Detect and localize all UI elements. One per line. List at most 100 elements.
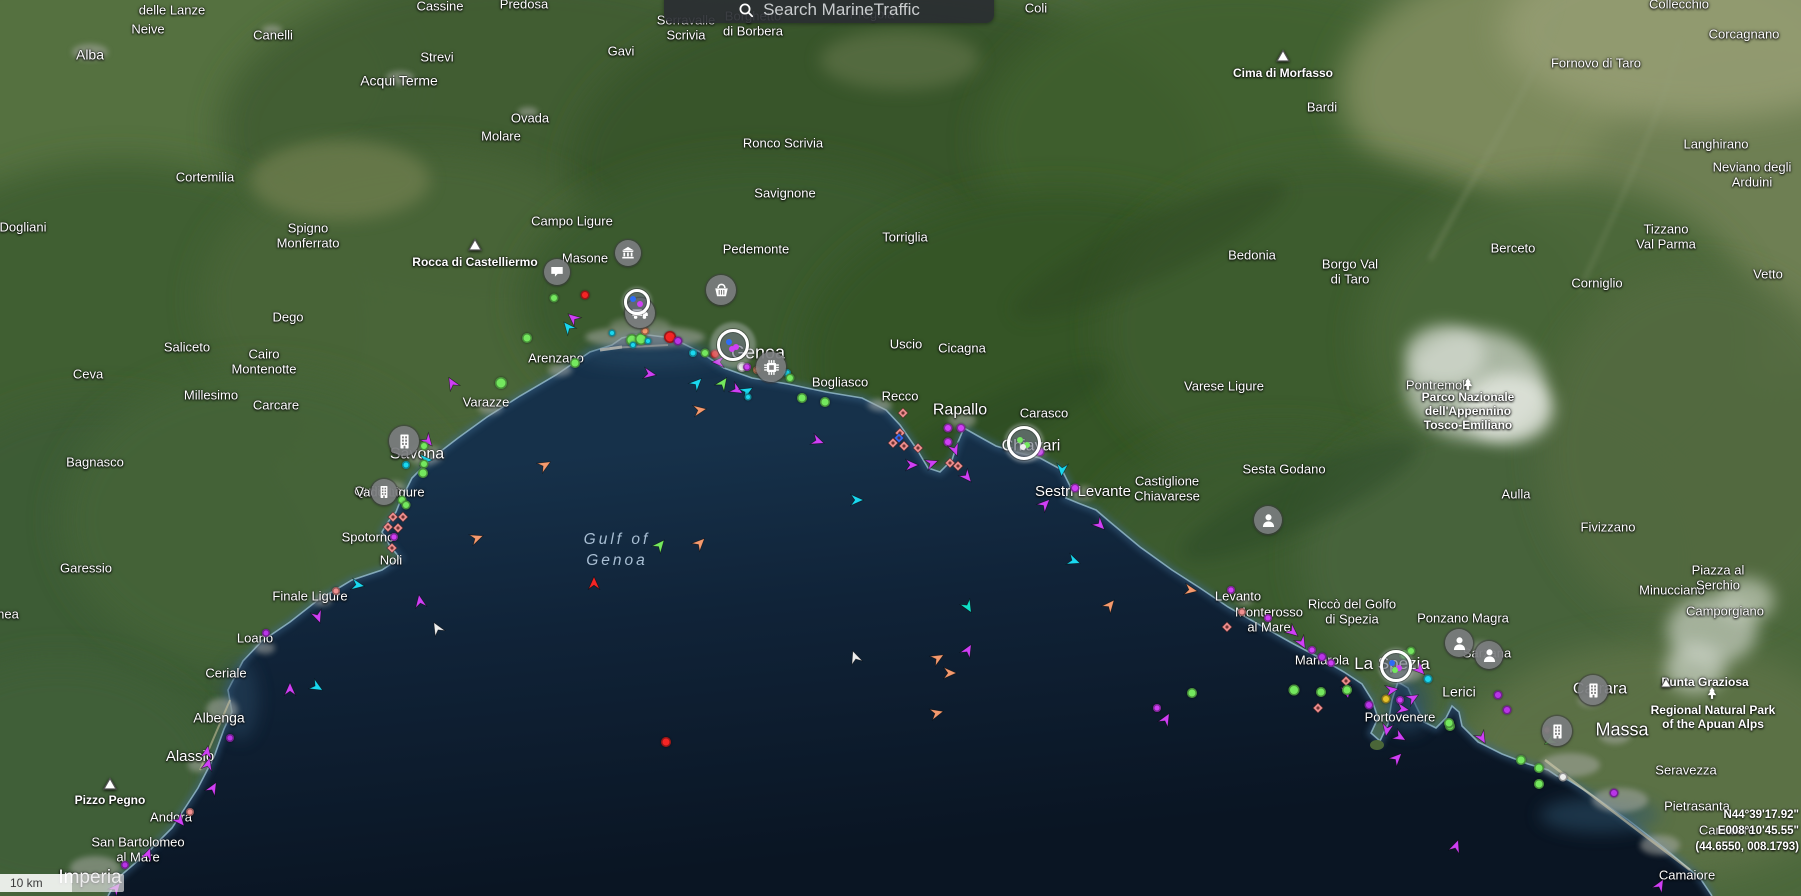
- vessel-dot-purple[interactable]: [1317, 652, 1327, 662]
- vessel-diamond-pink[interactable]: [887, 437, 900, 450]
- vessel-arrow-magenta[interactable]: [203, 781, 220, 798]
- vessel-dot-cyan[interactable]: [644, 337, 652, 345]
- vessel-arrow-magenta[interactable]: [413, 593, 428, 610]
- vessel-dot-red[interactable]: [661, 737, 671, 747]
- vessel-arrow-magenta[interactable]: [1383, 683, 1400, 698]
- vessel-diamond-pink[interactable]: [392, 522, 405, 535]
- vessel-dot-cyan[interactable]: [783, 369, 791, 377]
- vessel-dot-purple[interactable]: [121, 861, 129, 869]
- vessel-dot-magenta[interactable]: [943, 437, 953, 447]
- vessel-dot-green[interactable]: [1187, 688, 1197, 698]
- vessel-dot-purple[interactable]: [226, 734, 234, 742]
- vessel-arrow-magenta[interactable]: [1283, 622, 1300, 639]
- chat-icon[interactable]: [544, 259, 570, 285]
- vessel-arrow-magenta[interactable]: [1403, 691, 1420, 708]
- basket-icon[interactable]: [706, 275, 736, 305]
- vessel-dot-green[interactable]: [418, 468, 428, 478]
- vessel-dot-green[interactable]: [1534, 779, 1544, 789]
- building-icon[interactable]: [1578, 675, 1608, 705]
- vessel-dot-red[interactable]: [710, 349, 720, 359]
- vessel-arrow-cyan[interactable]: [1055, 462, 1070, 478]
- vessel-diamond-pink[interactable]: [1312, 702, 1325, 715]
- vessel-dot-green[interactable]: [1288, 684, 1300, 696]
- vessel-dot-purple[interactable]: [262, 629, 270, 637]
- vessel-dot-green[interactable]: [401, 500, 411, 510]
- person-icon[interactable]: [1475, 641, 1503, 669]
- vessel-arrow-cyan[interactable]: [1065, 552, 1081, 568]
- vessel-dot-purple[interactable]: [1364, 700, 1374, 710]
- vessel-dot-magenta[interactable]: [1396, 696, 1404, 704]
- vessel-diamond-pink[interactable]: [1340, 675, 1353, 688]
- vessel-dot-purple[interactable]: [1493, 690, 1503, 700]
- vessel-arrow-magenta[interactable]: [170, 811, 187, 828]
- vessel-arrow-salmon[interactable]: [535, 458, 552, 475]
- vessel-arrow-magenta[interactable]: [139, 847, 155, 863]
- vessel-dot-magenta[interactable]: [1227, 586, 1235, 594]
- vessel-arrow-magenta[interactable]: [1650, 878, 1667, 895]
- vessel-cluster[interactable]: [1007, 426, 1041, 460]
- vessel-arrow-salmon[interactable]: [468, 531, 484, 547]
- vessel-diamond-pink[interactable]: [912, 442, 925, 455]
- vessel-diamond-pink[interactable]: [944, 457, 957, 470]
- vessel-arrow-salmon[interactable]: [690, 536, 707, 553]
- vessel-arrow-magenta[interactable]: [905, 458, 919, 472]
- vessel-dot-cyan[interactable]: [629, 341, 637, 349]
- chip-icon[interactable]: [756, 352, 786, 382]
- vessel-dot-green[interactable]: [785, 373, 795, 383]
- vessel-diamond-pink[interactable]: [898, 440, 911, 453]
- vessel-arrow-magenta[interactable]: [923, 456, 939, 472]
- vessel-dot-pink[interactable]: [332, 587, 340, 595]
- vessel-cluster[interactable]: [717, 329, 749, 361]
- vessel-dot-cyan[interactable]: [689, 349, 697, 357]
- vessel-arrow-magenta[interactable]: [309, 608, 325, 624]
- vessel-dot-pink[interactable]: [186, 808, 194, 816]
- vessel-dot-green[interactable]: [1406, 646, 1416, 656]
- vessel-dot-green[interactable]: [419, 441, 429, 451]
- vessel-dot-cyan[interactable]: [402, 461, 410, 469]
- building-icon[interactable]: [371, 479, 397, 505]
- vessel-dot-green[interactable]: [1316, 687, 1326, 697]
- vessel-dot-magenta[interactable]: [390, 533, 398, 541]
- vessel-arrow-white[interactable]: [848, 650, 864, 666]
- vessel-dot-red[interactable]: [664, 331, 676, 343]
- vessel-diamond-pink[interactable]: [382, 521, 395, 534]
- person-icon[interactable]: [1445, 629, 1473, 657]
- vessel-dot-green[interactable]: [1534, 763, 1544, 773]
- vessel-arrow-teal[interactable]: [958, 597, 975, 614]
- vessel-diamond-pink[interactable]: [897, 407, 910, 420]
- vessel-dot-green[interactable]: [549, 293, 559, 303]
- vessel-diamond-pink[interactable]: [952, 460, 965, 473]
- vessel-arrow-magenta[interactable]: [199, 756, 215, 773]
- vessel-arrow-magenta[interactable]: [957, 467, 974, 484]
- vessel-arrow-magenta[interactable]: [1390, 727, 1407, 744]
- vessel-arrow-salmon[interactable]: [928, 706, 945, 722]
- vessel-diamond-pink[interactable]: [387, 511, 400, 524]
- vessel-dot-white[interactable]: [1558, 772, 1568, 782]
- vessel-arrow-magenta[interactable]: [1472, 728, 1489, 745]
- vessel-dot-salmon[interactable]: [641, 327, 649, 335]
- vessel-dot-green[interactable]: [700, 348, 710, 358]
- vessel-arrow-green[interactable]: [713, 376, 730, 393]
- vessel-dot-pink[interactable]: [1238, 608, 1246, 616]
- vessel-arrow-magenta[interactable]: [1410, 660, 1427, 677]
- vessel-arrow-magenta[interactable]: [445, 376, 462, 393]
- vessel-dot-cyan[interactable]: [608, 329, 616, 337]
- vessel-dot-green[interactable]: [397, 495, 407, 505]
- vessel-dot-green[interactable]: [570, 358, 580, 368]
- vessel-dot-magenta[interactable]: [743, 363, 751, 371]
- vessel-dot-magenta[interactable]: [1264, 614, 1272, 622]
- search-bar[interactable]: Search MarineTraffic: [664, 0, 994, 23]
- vessel-arrow-magenta[interactable]: [1380, 721, 1395, 738]
- building-icon[interactable]: [1542, 716, 1572, 746]
- vessel-arrow-magenta[interactable]: [1394, 701, 1411, 716]
- vessel-arrow-red[interactable]: [587, 576, 601, 590]
- vessel-cluster[interactable]: [1380, 650, 1412, 682]
- vessel-arrow-salmon[interactable]: [1182, 582, 1199, 597]
- vessel-dot-yellow[interactable]: [1381, 694, 1391, 704]
- vessel-cluster[interactable]: [624, 289, 650, 315]
- vessel-arrow-magenta[interactable]: [727, 380, 744, 397]
- vessel-dot-green[interactable]: [1516, 755, 1526, 765]
- vessel-arrow-cyan[interactable]: [850, 493, 864, 507]
- vessel-arrow-salmon[interactable]: [1100, 598, 1117, 615]
